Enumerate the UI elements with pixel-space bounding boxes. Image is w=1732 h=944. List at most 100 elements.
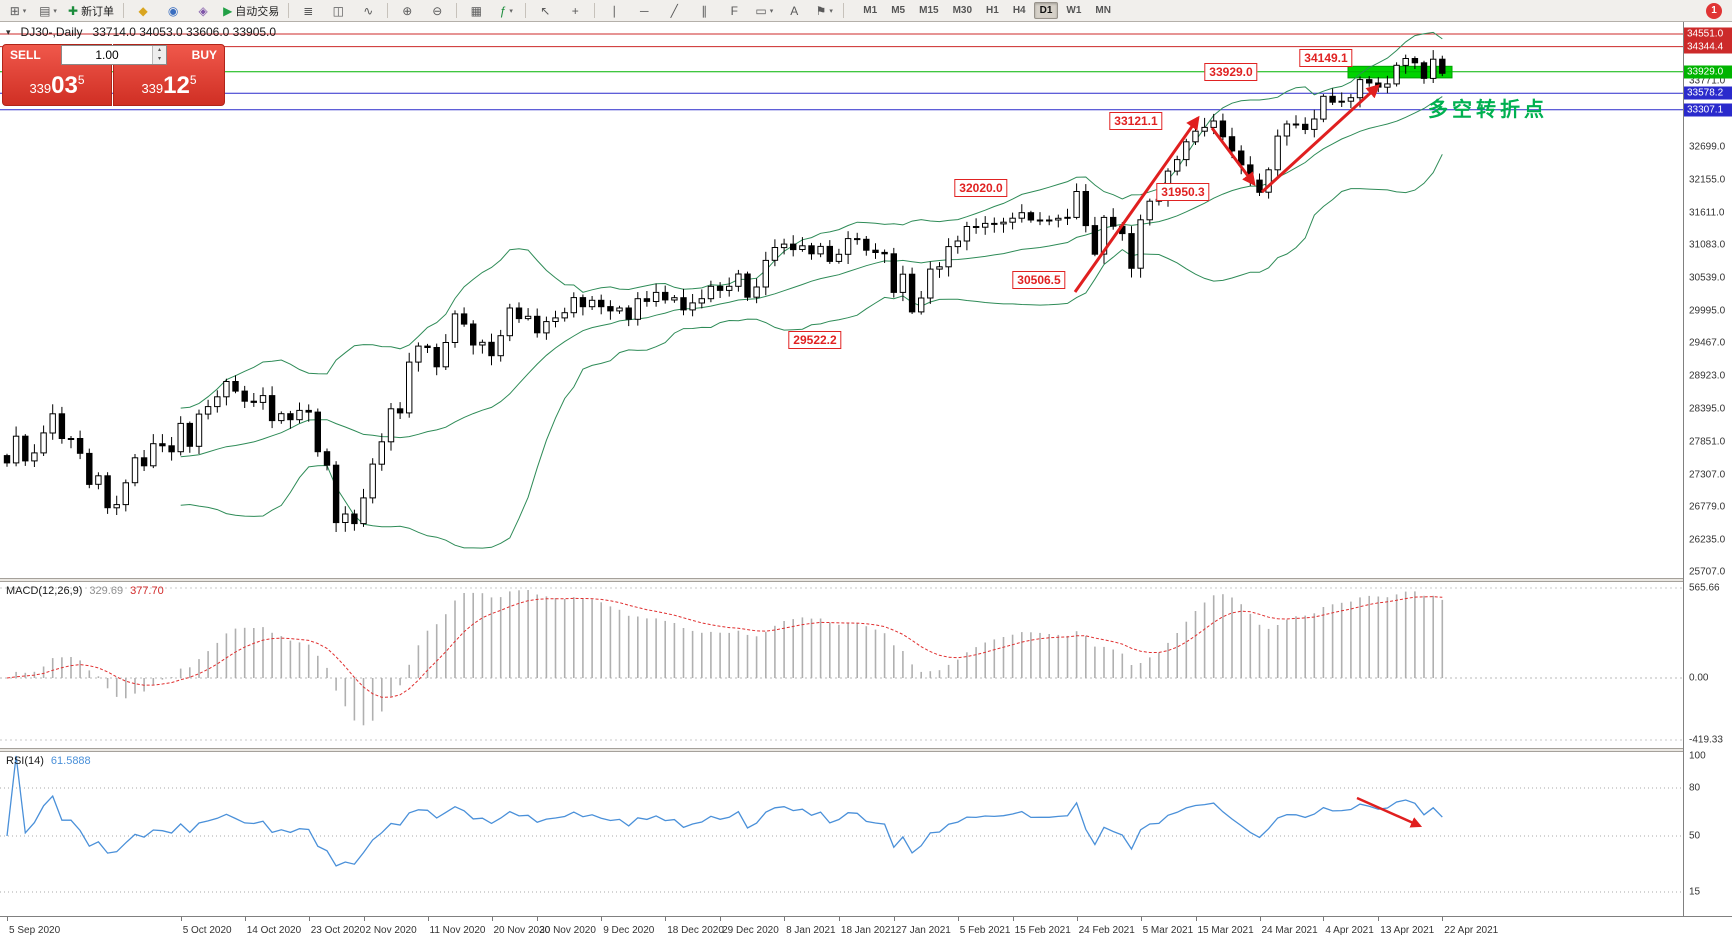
line-chart-mode-icon[interactable]: ∿ bbox=[354, 1, 382, 21]
timeframe-D1[interactable]: D1 bbox=[1033, 2, 1059, 19]
date-tick bbox=[1442, 917, 1444, 921]
new-order-button[interactable]: ✚ 新订单 bbox=[64, 1, 118, 21]
macd-label: MACD(12,26,9) 329.69 377.70 bbox=[6, 585, 164, 597]
rsi-scale-label: 80 bbox=[1689, 782, 1701, 794]
symbol-timeframe-label: DJ30-,Daily bbox=[20, 25, 83, 39]
notification-badge[interactable]: 1 bbox=[1706, 2, 1722, 19]
date-tick bbox=[893, 917, 895, 921]
horizontal-line-icon[interactable]: ─ bbox=[630, 1, 658, 21]
timeframe-toolbar: M1 M5 M15 M30 H1 H4 D1 W1 MN bbox=[857, 2, 1117, 19]
profiles-dropdown-caret[interactable]: ▾ bbox=[53, 7, 57, 15]
timeframe-M15[interactable]: M15 bbox=[919, 5, 939, 16]
lot-decrease-button[interactable]: ▾ bbox=[153, 55, 166, 64]
text-label-icon: A bbox=[790, 3, 799, 18]
date-tick bbox=[308, 917, 310, 921]
zoom-in-icon[interactable]: ⊕ bbox=[393, 1, 421, 21]
date-label: 15 Mar 2021 bbox=[1197, 925, 1254, 936]
market-icon[interactable]: ◉ bbox=[159, 1, 187, 21]
indicators-icon[interactable]: ƒ ▾ bbox=[492, 1, 520, 21]
price-scale-label: 31611.0 bbox=[1689, 207, 1725, 219]
toolbar-separator bbox=[123, 3, 125, 18]
cursor-icon[interactable]: ↖ bbox=[531, 1, 559, 21]
candlestick-mode-icon[interactable]: ◫ bbox=[324, 1, 352, 21]
macd-name: MACD(12,26,9) bbox=[6, 585, 83, 597]
lot-spinners: ▴ ▾ bbox=[152, 46, 166, 64]
date-tick bbox=[1076, 917, 1078, 921]
timeframe-M5[interactable]: M5 bbox=[891, 5, 906, 16]
rsi-scale-label: 50 bbox=[1689, 830, 1701, 842]
buy-button[interactable]: BUY 339125 bbox=[113, 44, 225, 106]
arrow-objects-icon[interactable]: ⚑ ▾ bbox=[810, 1, 838, 21]
toolbar-separator bbox=[525, 3, 527, 18]
date-label: 24 Feb 2021 bbox=[1078, 925, 1135, 936]
timeframe-H4[interactable]: H4 bbox=[1012, 5, 1026, 16]
equidistant-channel-icon[interactable]: ∥ bbox=[690, 1, 718, 21]
timeframe-W1[interactable]: W1 bbox=[1066, 5, 1082, 16]
crosshair-icon[interactable]: + bbox=[561, 1, 589, 21]
date-tick bbox=[491, 917, 493, 921]
arrow-objects-dropdown-caret[interactable]: ▾ bbox=[829, 7, 833, 15]
new-chart-icon: ⊞ bbox=[9, 3, 20, 18]
signals-icon: ◈ bbox=[198, 3, 208, 18]
autotrading-button[interactable]: ▶ 自动交易 bbox=[219, 1, 283, 21]
rsi-value: 61.5888 bbox=[50, 755, 91, 767]
toolbar-separator bbox=[594, 3, 596, 18]
price-scale-line-badge: 33929.0 bbox=[1684, 65, 1732, 79]
autotrading-label: 自动交易 bbox=[235, 5, 280, 18]
signals-icon[interactable]: ◈ bbox=[189, 1, 217, 21]
chart-header: ▾ DJ30-,Daily 33714.0 34053.0 33606.0 33… bbox=[6, 25, 276, 39]
price-scale-label: 30539.0 bbox=[1689, 272, 1726, 284]
price-scale-label: 32699.0 bbox=[1689, 141, 1726, 153]
date-tick bbox=[1259, 917, 1261, 921]
toolbar-separator bbox=[288, 3, 290, 18]
date-label: 5 Oct 2020 bbox=[182, 925, 232, 936]
date-axis[interactable]: 5 Sep 2020 5 Oct 2020 14 Oct 2020 23 Oct 20… bbox=[0, 916, 1732, 944]
price-scale-label: 25707.0 bbox=[1689, 566, 1726, 578]
lot-size-field[interactable]: 1.00 ▴ ▾ bbox=[61, 45, 167, 65]
shapes-dropdown-caret[interactable]: ▾ bbox=[769, 7, 774, 15]
bar-chart-mode-icon[interactable]: ≣ bbox=[294, 1, 322, 21]
line-chart-mode-icon: ∿ bbox=[363, 3, 374, 18]
rsi-label: RSI(14) 61.5888 bbox=[6, 755, 91, 767]
shapes-icon[interactable]: ▭ ▾ bbox=[750, 1, 778, 21]
timeframe-H1[interactable]: H1 bbox=[986, 5, 999, 16]
tile-windows-icon[interactable]: ▦ bbox=[462, 1, 490, 21]
vertical-line-icon[interactable]: ∣ bbox=[600, 1, 628, 21]
profiles-icon[interactable]: ▤ ▾ bbox=[34, 1, 62, 21]
new-order-icon: ✚ bbox=[68, 3, 79, 18]
timeframe-M30[interactable]: M30 bbox=[952, 5, 973, 16]
pane-divider-macd[interactable] bbox=[0, 578, 1732, 582]
lot-increase-button[interactable]: ▴ bbox=[153, 46, 166, 55]
new-chart-dropdown-caret[interactable]: ▾ bbox=[22, 7, 27, 15]
date-tick bbox=[363, 917, 365, 921]
date-tick bbox=[1140, 917, 1142, 921]
date-tick bbox=[1378, 917, 1380, 921]
date-label: 24 Mar 2021 bbox=[1261, 925, 1318, 936]
text-label-icon[interactable]: A bbox=[780, 1, 808, 21]
price-scale-line-badge: 34551.0 bbox=[1684, 27, 1732, 41]
zoom-out-icon[interactable]: ⊖ bbox=[423, 1, 451, 21]
date-label: 2 Nov 2020 bbox=[365, 925, 417, 936]
pane-divider-rsi[interactable] bbox=[0, 748, 1732, 752]
date-tick bbox=[720, 917, 722, 921]
price-scale[interactable]: 33771.0 32699.0 32155.0 31611.0 31083.0 30539… bbox=[1683, 22, 1732, 916]
macd-signal-value: 377.70 bbox=[130, 585, 164, 597]
sell-price: 339035 bbox=[29, 72, 85, 99]
metaeditor-icon[interactable]: ◆ bbox=[129, 1, 157, 21]
price-scale-label: 29467.0 bbox=[1689, 337, 1726, 349]
timeframe-MN[interactable]: MN bbox=[1095, 5, 1111, 16]
date-label: 15 Feb 2021 bbox=[1014, 925, 1071, 936]
oct-collapse-icon[interactable]: ▾ bbox=[6, 26, 11, 37]
timeframe-M1[interactable]: M1 bbox=[863, 5, 878, 16]
date-label: 30 Nov 2020 bbox=[539, 925, 596, 936]
new-chart-icon[interactable]: ⊞ ▾ bbox=[4, 1, 32, 21]
rsi-scale-label: 15 bbox=[1689, 886, 1701, 898]
fibonacci-icon[interactable]: F bbox=[720, 1, 748, 21]
sell-button[interactable]: SELL 339035 bbox=[2, 44, 112, 106]
indicators-dropdown-caret[interactable]: ▾ bbox=[509, 7, 513, 15]
date-tick bbox=[537, 917, 539, 921]
market-icon: ◉ bbox=[167, 3, 179, 18]
trendline-icon[interactable]: ╱ bbox=[660, 1, 688, 21]
date-label: 22 Apr 2021 bbox=[1444, 925, 1499, 936]
profiles-icon: ▤ bbox=[39, 3, 51, 18]
